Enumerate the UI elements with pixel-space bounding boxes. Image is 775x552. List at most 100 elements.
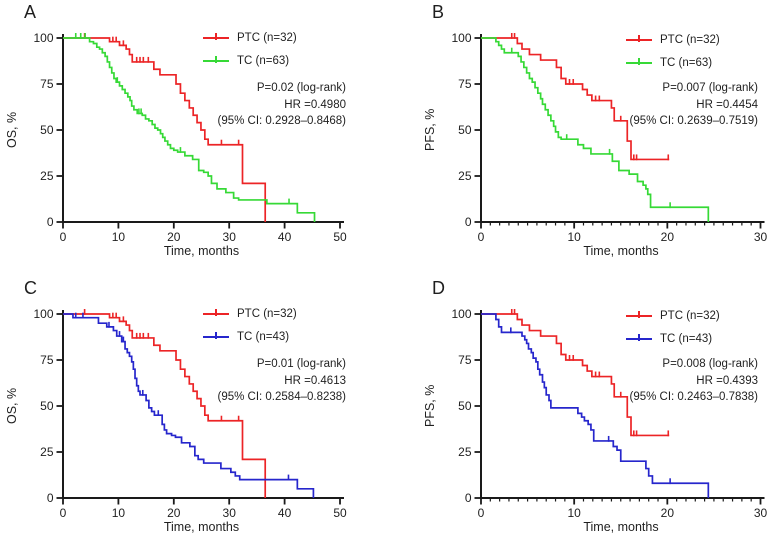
legend-row-ptc: PTC (n=32) — [626, 28, 720, 51]
y-tick-label: 25 — [40, 445, 54, 459]
stats-block-b: P=0.007 (log-rank) HR =0.4454 (95% CI: 0… — [629, 80, 758, 130]
y-tick-label: 50 — [458, 399, 472, 413]
panel-a: A OS, % 0 10 20 30 40 50 0 25 50 75 100 PTC (n=32)… — [0, 0, 387, 276]
legend-b: PTC (n=32) TC (n=63) — [626, 28, 720, 74]
km-plot-a: 0 10 20 30 40 50 0 25 50 75 100 — [33, 31, 347, 244]
x-tick-label: 20 — [661, 230, 675, 244]
legend-row-tc: TC (n=43) — [626, 327, 720, 350]
tc-line-key-icon — [626, 333, 652, 344]
y-tick-label: 75 — [458, 77, 472, 91]
legend-row-tc: TC (n=43) — [203, 325, 297, 348]
x-tick-label: 10 — [567, 230, 581, 244]
hazard-ratio: HR =0.4393 — [696, 374, 758, 387]
tc-line-key-icon — [203, 55, 229, 66]
y-tick-label: 0 — [47, 491, 54, 505]
p-value: P=0.02 (log-rank) — [256, 82, 346, 94]
confidence-interval: (95% CI: 0.2463–0.7838) — [629, 391, 758, 403]
legend-label-ptc: PTC (n=32) — [660, 309, 720, 322]
y-tick-label: 100 — [33, 31, 53, 45]
tc-line-key-icon — [626, 57, 652, 68]
p-value: P=0.008 (log-rank) — [662, 358, 758, 370]
x-tick-label: 50 — [333, 230, 347, 244]
legend-label-ptc: PTC (n=32) — [237, 307, 297, 320]
p-value: P=0.007 (log-rank) — [662, 82, 758, 94]
x-tick-label: 30 — [223, 230, 237, 244]
panel-label-c: C — [24, 278, 37, 298]
survival-curve — [63, 313, 267, 498]
legend-label-tc: TC (n=43) — [237, 330, 290, 343]
panel-label-d: D — [432, 278, 445, 298]
y-tick-label: 100 — [451, 307, 471, 321]
km-plot-b: 0 10 20 30 0 25 50 75 100 — [451, 31, 768, 244]
legend-label-ptc: PTC (n=32) — [237, 31, 297, 44]
x-tick-label: 20 — [167, 506, 181, 520]
confidence-interval: (95% CI: 0.2639–0.7519) — [629, 115, 758, 127]
hazard-ratio: HR =0.4980 — [284, 98, 346, 111]
x-tick-label: 30 — [754, 230, 768, 244]
legend-d: PTC (n=32) TC (n=43) — [626, 304, 720, 350]
y-tick-label: 75 — [458, 353, 472, 367]
legend-label-ptc: PTC (n=32) — [660, 33, 720, 46]
x-tick-label: 0 — [60, 506, 67, 520]
panel-label-b: B — [432, 2, 445, 22]
ptc-line-key-icon — [203, 32, 229, 43]
y-tick-label: 0 — [47, 215, 54, 229]
x-tick-label: 50 — [333, 506, 347, 520]
panel-b: B PFS, % 0 10 20 30 0 25 50 75 100 PTC (n=32) TC… — [388, 0, 775, 276]
legend-row-ptc: PTC (n=32) — [203, 26, 297, 49]
hazard-ratio: HR =0.4454 — [696, 98, 758, 111]
x-tick-label: 30 — [754, 506, 768, 520]
x-axis-title-c: Time, months — [163, 520, 240, 534]
legend-label-tc: TC (n=43) — [660, 332, 713, 345]
survival-curve — [481, 37, 670, 161]
y-tick-label: 25 — [458, 169, 472, 183]
x-axis-title-a: Time, months — [163, 244, 240, 258]
km-plot-d: 0 10 20 30 0 25 50 75 100 — [451, 307, 768, 520]
ptc-line-key-icon — [626, 34, 652, 45]
x-tick-label: 40 — [278, 230, 292, 244]
x-tick-label: 20 — [661, 506, 675, 520]
legend-row-tc: TC (n=63) — [203, 49, 297, 72]
legend-row-ptc: PTC (n=32) — [203, 302, 297, 325]
survival-curve — [481, 313, 670, 437]
y-tick-label: 25 — [458, 445, 472, 459]
survival-curve — [481, 37, 710, 222]
stats-block-a: P=0.02 (log-rank) HR =0.4980 (95% CI: 0.… — [217, 80, 346, 130]
panel-label-a: A — [24, 2, 37, 22]
ptc-line-key-icon — [626, 310, 652, 321]
y-tick-label: 75 — [40, 353, 54, 367]
survival-curve — [63, 37, 316, 222]
panel-d: D PFS, % 0 10 20 30 0 25 50 75 100 PTC (n=32) TC… — [388, 276, 775, 552]
legend-c: PTC (n=32) TC (n=43) — [203, 302, 297, 348]
legend-label-tc: TC (n=63) — [237, 54, 290, 67]
y-tick-label: 0 — [465, 491, 472, 505]
y-tick-label: 100 — [33, 307, 53, 321]
y-tick-label: 50 — [458, 123, 472, 137]
legend-label-tc: TC (n=63) — [660, 56, 713, 69]
survival-curve — [63, 313, 315, 498]
stats-block-d: P=0.008 (log-rank) HR =0.4393 (95% CI: 0… — [629, 356, 758, 406]
y-tick-label: 50 — [40, 123, 54, 137]
confidence-interval: (95% CI: 0.2584–0.8238) — [217, 391, 346, 403]
y-tick-label: 0 — [465, 215, 472, 229]
stats-block-c: P=0.01 (log-rank) HR =0.4613 (95% CI: 0.… — [217, 356, 346, 406]
legend-row-tc: TC (n=63) — [626, 51, 720, 74]
survival-curve — [63, 37, 267, 222]
x-tick-label: 0 — [478, 506, 485, 520]
legend-a: PTC (n=32) TC (n=63) — [203, 26, 297, 72]
y-tick-label: 25 — [40, 169, 54, 183]
survival-curve — [481, 313, 710, 498]
y-tick-label: 100 — [451, 31, 471, 45]
x-tick-label: 30 — [223, 506, 237, 520]
tc-line-key-icon — [203, 331, 229, 342]
x-tick-label: 40 — [278, 506, 292, 520]
p-value: P=0.01 (log-rank) — [256, 358, 346, 370]
x-axis-title-b: Time, months — [583, 244, 659, 258]
x-tick-label: 10 — [112, 230, 126, 244]
x-tick-label: 10 — [112, 506, 126, 520]
ptc-line-key-icon — [203, 308, 229, 319]
x-axis-title-d: Time, months — [583, 520, 659, 534]
km-plot-c: 0 10 20 30 40 50 0 25 50 75 100 — [33, 307, 347, 520]
y-tick-label: 75 — [40, 77, 54, 91]
legend-row-ptc: PTC (n=32) — [626, 304, 720, 327]
